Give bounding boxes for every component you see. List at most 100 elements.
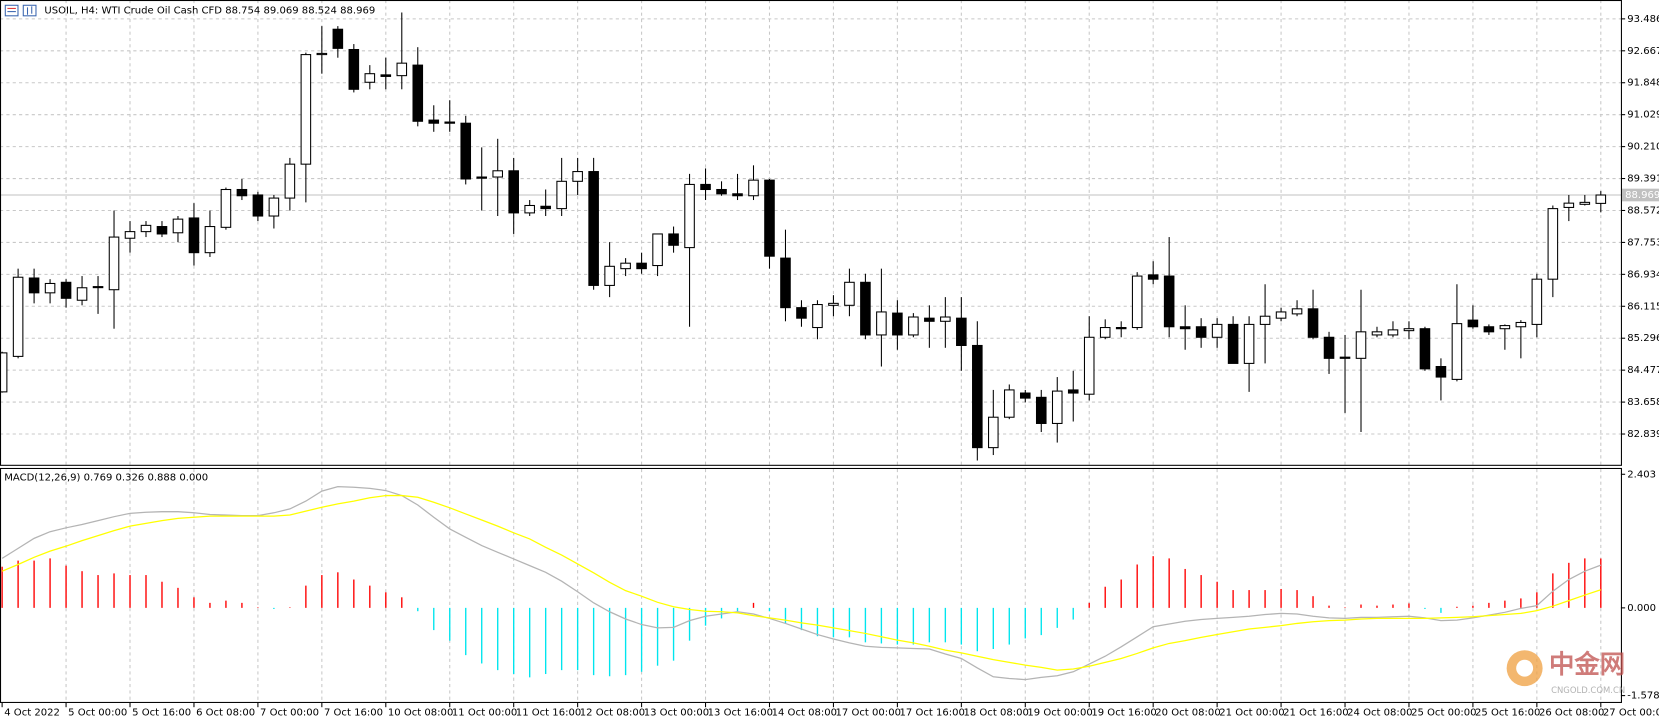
candle-body	[1211, 323, 1223, 338]
candle-body	[428, 119, 440, 124]
candle-body	[1083, 336, 1095, 395]
x-tick-label: 11 Oct 00:00	[452, 707, 517, 718]
candle-body	[60, 281, 72, 299]
candle-body	[524, 204, 535, 214]
candle-body	[988, 416, 999, 449]
candle-body	[172, 218, 184, 234]
y-tick-label: -1.578	[1627, 691, 1659, 702]
x-tick-label: 19 Oct 16:00	[1091, 707, 1156, 718]
candle-body	[76, 287, 88, 301]
candle-body	[1483, 326, 1495, 333]
x-tick-label: 13 Oct 00:00	[644, 707, 709, 718]
candle-body	[300, 54, 312, 165]
candle-body	[1004, 389, 1015, 418]
y-tick-label: 86.934	[1627, 269, 1659, 280]
candle-body	[1355, 331, 1367, 359]
candle-body	[1195, 326, 1207, 338]
candle-body	[732, 193, 743, 197]
candle-body	[1515, 321, 1527, 328]
candle-body	[924, 317, 935, 322]
candle-body	[92, 286, 104, 289]
y-tick-label: 89.391	[1627, 174, 1659, 185]
candle-body	[332, 28, 344, 49]
x-tick-label: 7 Oct 16:00	[324, 707, 383, 718]
macd-frame	[0, 467, 1622, 703]
candle-body	[748, 179, 759, 197]
x-tick-label: 5 Oct 16:00	[132, 707, 191, 718]
candle-body	[588, 171, 599, 286]
x-tick-label: 17 Oct 16:00	[899, 707, 964, 718]
x-tick-label: 25 Oct 00:00	[1411, 707, 1476, 718]
watermark-site: CNGOLD.COM.CN	[1551, 685, 1625, 695]
candle-body	[1275, 311, 1287, 319]
candle-body	[892, 312, 903, 336]
candle-body	[1227, 323, 1239, 364]
current-price-label: 88.969	[1625, 190, 1659, 201]
candle-body	[412, 64, 424, 122]
icon	[4, 4, 19, 17]
current-price-box	[1621, 188, 1659, 202]
candle-body	[780, 257, 791, 309]
candle-body	[1403, 328, 1415, 332]
candle-body	[1595, 194, 1607, 204]
candle-body	[540, 205, 551, 210]
candle-body	[700, 183, 711, 191]
y-tick-label: 90.210	[1627, 142, 1659, 153]
candle-body	[1067, 389, 1079, 394]
x-tick-label: 21 Oct 00:00	[1219, 707, 1284, 718]
candle-body	[860, 281, 871, 336]
candle-body	[1163, 275, 1175, 328]
candle-body	[460, 122, 472, 180]
y-tick-label: 85.296	[1627, 333, 1659, 344]
candle-body	[444, 121, 456, 124]
y-tick-label: 91.029	[1627, 110, 1659, 121]
x-tick-label: 10 Oct 08:00	[388, 707, 453, 718]
candle-body	[620, 262, 631, 270]
candle-body	[1243, 323, 1255, 364]
candle-body	[1499, 325, 1511, 330]
macd-line	[1, 486, 1602, 681]
x-tick-label: 13 Oct 16:00	[708, 707, 773, 718]
candle-body	[236, 188, 248, 197]
candle-body	[972, 344, 983, 449]
x-tick-label: 27 Oct 00:00	[1603, 707, 1659, 718]
y-tick-label: 84.477	[1627, 365, 1659, 376]
candle-body	[1563, 202, 1575, 208]
x-tick-label: 18 Oct 08:00	[963, 707, 1028, 718]
y-tick-label: 92.667	[1627, 46, 1659, 57]
candle-body	[1099, 327, 1111, 338]
candle-body	[1131, 275, 1143, 329]
watermark-brand: 中金网	[1549, 649, 1625, 679]
candle-body	[844, 281, 855, 306]
candle-body	[28, 277, 40, 294]
candle-body	[652, 233, 663, 267]
candle-body	[812, 304, 823, 329]
y-tick-label: 2.403	[1627, 469, 1656, 480]
y-tick-label: 83.658	[1627, 397, 1659, 408]
candle-body	[876, 311, 887, 336]
x-tick-label: 26 Oct 08:00	[1539, 707, 1604, 718]
x-tick-label: 12 Oct 08:00	[580, 707, 645, 718]
candle-body	[1147, 274, 1159, 280]
candle-body	[940, 316, 951, 322]
candle-body	[1323, 336, 1335, 359]
candle-body	[1547, 208, 1559, 280]
candle-body	[668, 233, 679, 246]
candle-body	[1371, 331, 1383, 336]
candle-body	[1019, 392, 1031, 399]
y-tick-label: 93.486	[1627, 14, 1659, 25]
x-tick-label: 24 Oct 08:00	[1347, 707, 1412, 718]
candle-body	[1339, 356, 1351, 359]
y-tick-label: 0.000	[1627, 603, 1656, 614]
header-icons	[4, 4, 37, 17]
candle-body	[220, 188, 232, 228]
x-tick-label: 17 Oct 00:00	[836, 707, 901, 718]
y-tick-label: 88.572	[1627, 205, 1659, 216]
icon	[22, 4, 37, 17]
x-tick-label: 11 Oct 16:00	[516, 707, 581, 718]
x-tick-label: 14 Oct 08:00	[772, 707, 837, 718]
candle-body	[188, 217, 200, 254]
candle-body	[1435, 365, 1447, 378]
